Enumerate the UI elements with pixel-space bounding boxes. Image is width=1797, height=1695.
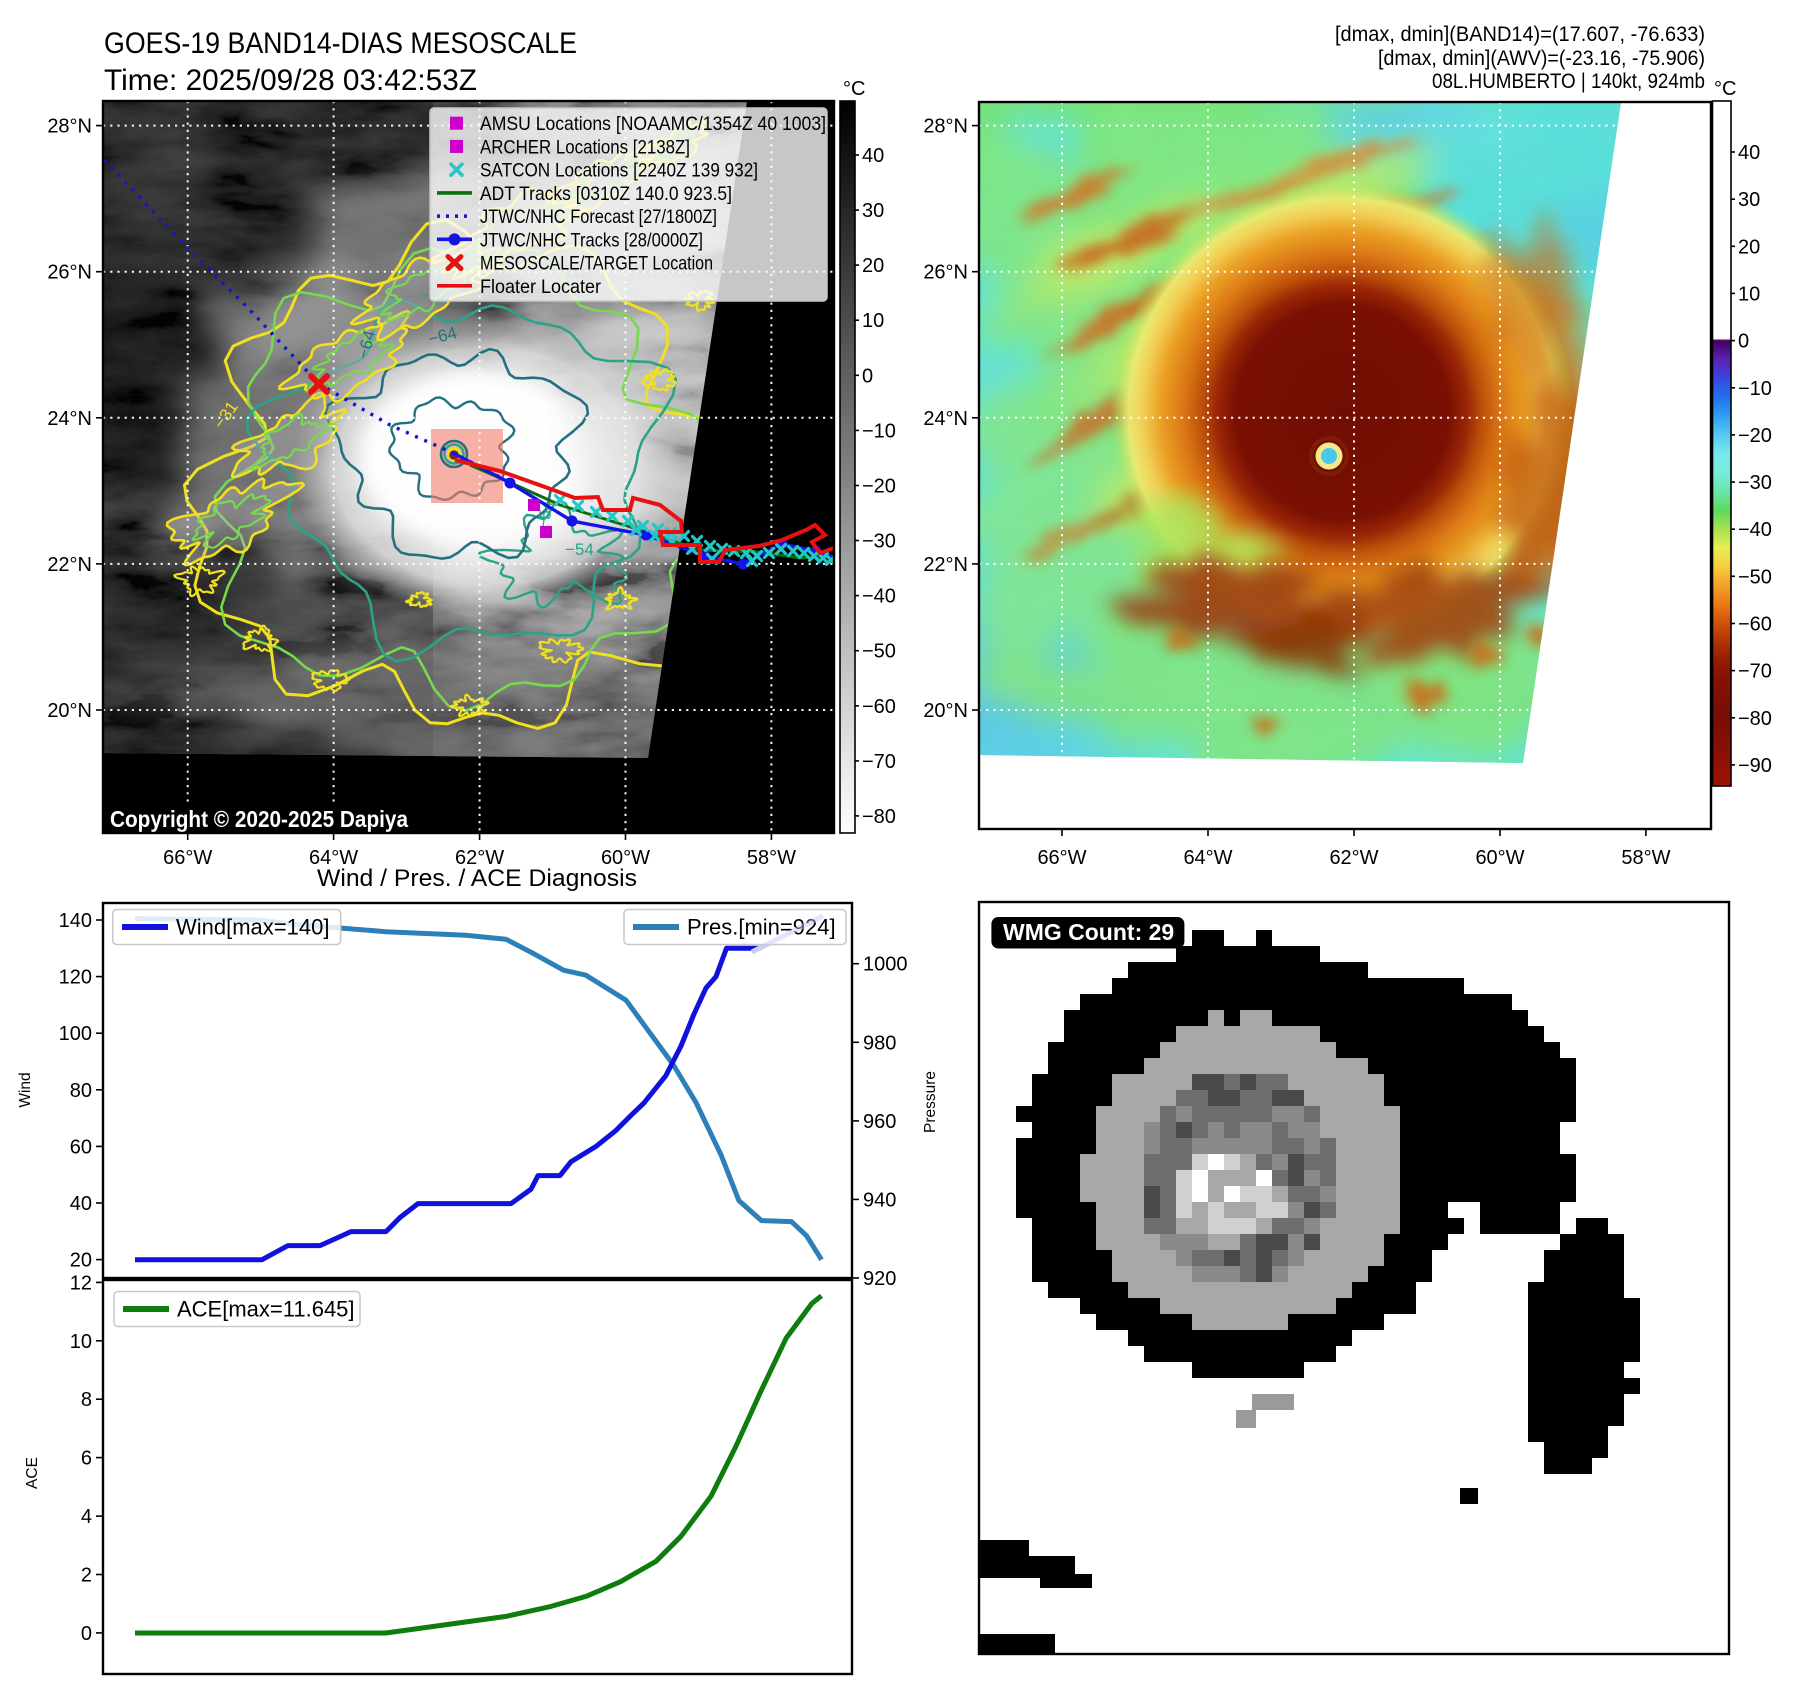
svg-text:26°N: 26°N — [47, 262, 92, 284]
svg-text:08L.HUMBERTO | 140kt, 924mb: 08L.HUMBERTO | 140kt, 924mb — [1432, 69, 1705, 93]
svg-text:−80: −80 — [1738, 708, 1772, 730]
svg-text:1000: 1000 — [863, 954, 908, 976]
svg-text:[dmax, dmin](AWV)=(-23.16, -75: [dmax, dmin](AWV)=(-23.16, -75.906) — [1378, 46, 1705, 70]
svg-text:4: 4 — [81, 1506, 92, 1528]
svg-text:ADT Tracks [0310Z 140.0 923.5]: ADT Tracks [0310Z 140.0 923.5] — [480, 183, 732, 205]
svg-text:66°W: 66°W — [1037, 847, 1086, 869]
svg-text:AMSU Locations [NOAAMC/1354Z 4: AMSU Locations [NOAAMC/1354Z 40 1003] — [480, 113, 826, 135]
svg-text:60°W: 60°W — [1475, 847, 1524, 869]
svg-text:ACE[max=11.645]: ACE[max=11.645] — [177, 1297, 355, 1322]
svg-text:940: 940 — [863, 1189, 896, 1211]
svg-text:−10: −10 — [862, 420, 896, 442]
svg-text:Pres.[min=924]: Pres.[min=924] — [687, 915, 836, 940]
svg-text:−50: −50 — [862, 641, 896, 663]
svg-text:26°N: 26°N — [923, 262, 968, 284]
svg-text:Wind[max=140]: Wind[max=140] — [176, 915, 329, 940]
svg-text:20°N: 20°N — [923, 700, 968, 722]
svg-text:58°W: 58°W — [747, 847, 796, 869]
svg-text:2: 2 — [81, 1565, 92, 1587]
svg-text:−40: −40 — [862, 586, 896, 608]
svg-text:−60: −60 — [1738, 614, 1772, 636]
svg-text:62°W: 62°W — [455, 847, 504, 869]
svg-text:62°W: 62°W — [1329, 847, 1378, 869]
svg-text:8: 8 — [81, 1389, 92, 1411]
svg-text:WMG Count: 29: WMG Count: 29 — [1003, 919, 1174, 945]
svg-text:−70: −70 — [1738, 661, 1772, 683]
svg-text:−10: −10 — [1738, 378, 1772, 400]
svg-text:12: 12 — [70, 1272, 92, 1294]
svg-text:10: 10 — [1738, 283, 1760, 305]
svg-text:20: 20 — [70, 1250, 92, 1272]
svg-text:22°N: 22°N — [923, 554, 968, 576]
svg-text:20: 20 — [1738, 236, 1760, 258]
svg-text:80: 80 — [70, 1080, 92, 1102]
svg-text:40: 40 — [70, 1193, 92, 1215]
svg-text:66°W: 66°W — [163, 847, 212, 869]
svg-text:60°W: 60°W — [601, 847, 650, 869]
svg-text:−54: −54 — [565, 540, 594, 559]
svg-text:−20: −20 — [862, 476, 896, 498]
svg-text:Wind: Wind — [17, 1072, 34, 1107]
svg-text:−90: −90 — [1738, 755, 1772, 777]
svg-text:JTWC/NHC Tracks [28/0000Z]: JTWC/NHC Tracks [28/0000Z] — [480, 229, 703, 251]
svg-text:0: 0 — [81, 1623, 92, 1645]
svg-text:64°W: 64°W — [309, 847, 358, 869]
svg-text:−60: −60 — [862, 696, 896, 718]
svg-text:920: 920 — [863, 1268, 896, 1290]
svg-text:−30: −30 — [862, 531, 896, 553]
svg-text:0: 0 — [1738, 331, 1749, 353]
svg-text:28°N: 28°N — [47, 116, 92, 138]
svg-text:20: 20 — [862, 255, 884, 277]
svg-text:40: 40 — [862, 145, 884, 167]
svg-text:30: 30 — [1738, 189, 1760, 211]
svg-text:GOES-19 BAND14-DIAS MESOSCALE: GOES-19 BAND14-DIAS MESOSCALE — [104, 27, 577, 60]
svg-text:60: 60 — [70, 1136, 92, 1158]
svg-text:0: 0 — [862, 365, 873, 387]
svg-text:ACE: ACE — [24, 1457, 41, 1489]
svg-text:Floater Locater: Floater Locater — [480, 276, 601, 298]
svg-text:40: 40 — [1738, 142, 1760, 164]
svg-text:64°W: 64°W — [1183, 847, 1232, 869]
svg-text:30: 30 — [862, 200, 884, 222]
svg-text:10: 10 — [70, 1331, 92, 1353]
svg-text:24°N: 24°N — [47, 408, 92, 430]
svg-text:SATCON Locations [2240Z 139 93: SATCON Locations [2240Z 139 932] — [480, 160, 758, 182]
svg-text:°C: °C — [843, 78, 865, 100]
svg-text:20°N: 20°N — [47, 700, 92, 722]
svg-text:Wind / Pres. / ACE Diagnosis: Wind / Pres. / ACE Diagnosis — [317, 865, 637, 892]
svg-text:Pressure: Pressure — [922, 1071, 939, 1133]
svg-text:−30: −30 — [1738, 472, 1772, 494]
svg-text:°C: °C — [1714, 78, 1736, 100]
svg-text:100: 100 — [59, 1023, 92, 1045]
svg-text:58°W: 58°W — [1621, 847, 1670, 869]
svg-text:−50: −50 — [1738, 566, 1772, 588]
svg-text:980: 980 — [863, 1032, 896, 1054]
svg-text:−80: −80 — [862, 806, 896, 828]
svg-text:ARCHER Locations [2138Z]: ARCHER Locations [2138Z] — [480, 136, 690, 158]
svg-text:Time: 2025/09/28 03:42:53Z: Time: 2025/09/28 03:42:53Z — [104, 64, 477, 97]
svg-text:140: 140 — [59, 910, 92, 932]
svg-text:MESOSCALE/TARGET Location: MESOSCALE/TARGET Location — [480, 253, 713, 275]
svg-text:−40: −40 — [1738, 519, 1772, 541]
svg-text:960: 960 — [863, 1111, 896, 1133]
svg-text:10: 10 — [862, 310, 884, 332]
svg-text:6: 6 — [81, 1448, 92, 1470]
svg-text:Copyright © 2020-2025 Dapiya: Copyright © 2020-2025 Dapiya — [110, 806, 408, 832]
svg-text:JTWC/NHC Forecast [27/1800Z]: JTWC/NHC Forecast [27/1800Z] — [480, 206, 717, 228]
svg-text:[dmax, dmin](BAND14)=(17.607,: [dmax, dmin](BAND14)=(17.607, -76.633) — [1335, 22, 1705, 46]
svg-text:22°N: 22°N — [47, 554, 92, 576]
svg-text:−70: −70 — [862, 751, 896, 773]
svg-text:120: 120 — [59, 967, 92, 989]
svg-text:24°N: 24°N — [923, 408, 968, 430]
svg-text:28°N: 28°N — [923, 116, 968, 138]
svg-text:−20: −20 — [1738, 425, 1772, 447]
